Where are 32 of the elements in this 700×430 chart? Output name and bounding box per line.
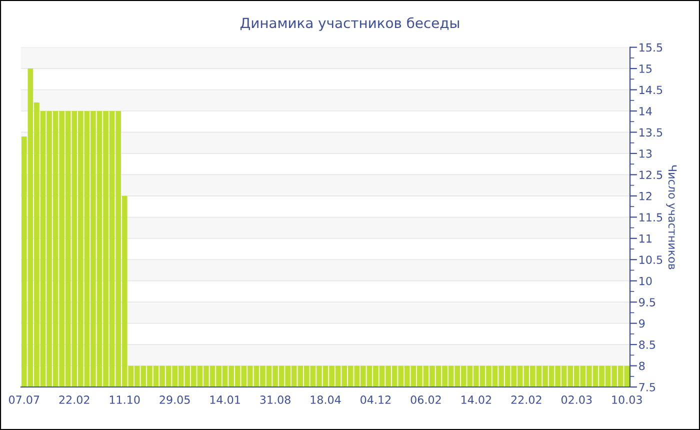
- y-tick-label: 12: [640, 192, 652, 200]
- y-tick-label: 10.5: [640, 256, 662, 264]
- x-tick-label: 06.02: [410, 396, 441, 404]
- x-tick-label: 31.08: [260, 396, 290, 404]
- x-tick-label: 22.02: [511, 396, 542, 404]
- y-tick-label: 9: [639, 319, 645, 328]
- x-tick-label: 18.04: [310, 396, 341, 404]
- chart-title: Динамика участников беседы: [240, 17, 459, 31]
- y-tick-label: 9.5: [639, 298, 656, 306]
- y-tick-label: 14.5: [640, 86, 662, 94]
- y-tick-label: 14: [640, 107, 652, 116]
- y-tick-label: 13.5: [640, 128, 662, 137]
- y-tick-label: 10: [640, 276, 652, 286]
- y-tick-label: 8: [639, 362, 645, 370]
- y-axis-title: Число участников: [666, 165, 677, 270]
- y-tick-label: 13: [640, 149, 652, 158]
- x-tick-label: 02.03: [561, 396, 592, 404]
- y-tick-label: 7.5: [639, 383, 656, 392]
- x-tick-label: 04.12: [360, 396, 391, 404]
- y-tick-label: 11: [640, 234, 652, 243]
- x-tick-label: 14.02: [461, 396, 491, 404]
- x-tick-label: 22.02: [59, 396, 90, 404]
- x-tick-label: 11.10: [110, 396, 140, 404]
- x-tick-label: 10.03: [612, 396, 642, 404]
- y-tick-label: 12.5: [640, 170, 662, 180]
- y-tick-label: 15.5: [640, 43, 662, 52]
- y-tick-label: 8.5: [639, 340, 656, 349]
- y-tick-label: 11.5: [640, 213, 662, 222]
- x-tick-label: 14.01: [210, 396, 240, 404]
- x-tick-label: 07.07: [8, 396, 40, 404]
- y-tick-label: 15: [640, 64, 652, 73]
- x-tick-label: 29.05: [160, 396, 190, 404]
